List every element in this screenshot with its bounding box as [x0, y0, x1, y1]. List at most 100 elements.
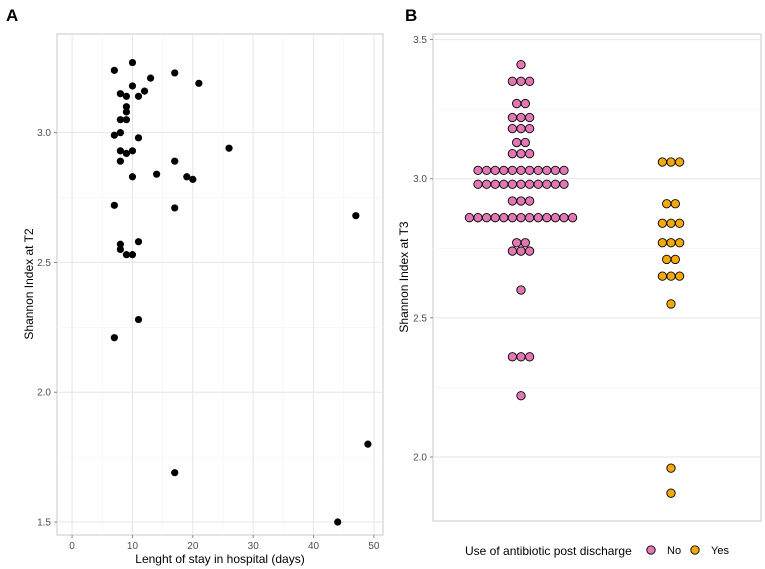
panel-b-dot-no [516, 196, 526, 206]
panel-b-dot-no [559, 213, 569, 223]
panel-b-dot-no [520, 98, 530, 109]
panel-b-dot-no [499, 179, 509, 189]
panel-a-grid [57, 34, 383, 535]
panel-b-y-ticks: 2.0 2.5 3.0 3.5 [413, 35, 433, 463]
panel-b-dot-no [507, 123, 518, 134]
panel-a-point [110, 131, 118, 139]
panel-a-background [56, 33, 384, 536]
panel-b-dot-no [559, 179, 569, 189]
panel-b-dot-no [524, 149, 535, 159]
panel-b-dot-no [542, 213, 552, 223]
panel-b-dot-no [550, 179, 561, 189]
panel-a-point [134, 315, 143, 324]
panel-b-dot-yes [666, 463, 676, 473]
panel-a-point [122, 108, 131, 116]
panel-b-dot-no [524, 179, 535, 189]
panel-a-point [110, 66, 118, 74]
panel-a-point [183, 173, 191, 181]
panel-b-dot-no [507, 165, 518, 176]
panel-b-dot-no [507, 149, 518, 159]
panel-a-point [116, 147, 124, 155]
panel-a-point [116, 245, 124, 254]
panel-b-dot-yes [666, 238, 676, 248]
panel-a-label: A [6, 6, 18, 25]
panel-a-y-tick-label: 3.0 [37, 128, 51, 139]
panel-a-point [122, 149, 131, 158]
panel-a-point [134, 92, 143, 100]
panel-a-points [110, 58, 372, 526]
panel-b-dot-no [524, 123, 535, 134]
panel-b-dot-no [542, 165, 552, 176]
panel-b-dot-no [516, 246, 526, 256]
panel-b-dot-no [524, 165, 535, 176]
panel-b-dot-yes [666, 157, 676, 167]
panel-a-point [116, 90, 124, 98]
panel-a-y-tick-label: 2.0 [37, 388, 51, 399]
panel-a-point [189, 175, 197, 183]
panel-b-dot-no [516, 179, 526, 189]
panel-b-dot-no [507, 179, 518, 189]
panel-a-point [128, 82, 137, 90]
panel-b-dot-yes [666, 488, 676, 498]
panel-a-x-tick-label: 0 [69, 541, 75, 552]
panel-a-x-axis-title: Lenght of stay in hospital (days) [135, 552, 304, 566]
panel-b-grid [433, 39, 761, 458]
panel-b-dot-no [559, 165, 569, 176]
panel-b-dot-no [520, 238, 530, 248]
panel-b-dot-no [542, 179, 552, 189]
panel-b-label: B [405, 6, 417, 25]
panel-b-dot-no [512, 238, 522, 248]
panel-a-point [122, 251, 131, 259]
panel-b-dot-no [481, 165, 492, 176]
panel-a-point [225, 144, 233, 152]
panel-a-point [364, 440, 372, 448]
panel-b-dot-yes [657, 218, 668, 228]
panel-a-x-tick-label: 10 [127, 541, 139, 552]
panel-b-background [432, 33, 762, 522]
panel-a-point [110, 334, 118, 342]
panel-b-dot-no [481, 179, 492, 189]
panel-b-plot: 2.0 2.5 3.0 3.5 Shannon Index at T3 Use of … [397, 33, 762, 558]
panel-b-dot-no [490, 179, 500, 189]
panel-b-dot-no [481, 213, 492, 223]
panel-b-dot-no [516, 165, 526, 176]
panel-a-point [153, 170, 161, 178]
panel-b-dot-yes [657, 271, 668, 281]
panel-a-y-tick-label: 1.5 [37, 518, 51, 529]
panel-b-dot-yes [674, 218, 685, 228]
panel-a-point [128, 173, 137, 181]
panel-b-dot-no [507, 112, 518, 123]
panel-b-dot-no [524, 112, 535, 123]
panel-a-point [171, 469, 179, 477]
legend-swatch-no [646, 545, 656, 555]
panel-b-dot-no [567, 213, 578, 223]
panel-a-y-tick-label: 2.5 [37, 258, 51, 269]
panel-b-dot-yes [657, 238, 668, 248]
panel-a-x-tick-label: 30 [248, 541, 260, 552]
panel-a-point [122, 103, 131, 111]
panel-a-point [116, 240, 124, 248]
panel-a-point [134, 238, 143, 246]
panel-b-dot-no [524, 213, 535, 223]
legend-title: Use of antibiotic post discharge [465, 544, 632, 558]
panel-b-dot-no [516, 149, 526, 159]
panel-b-y-axis-title: Shannon Index at T3 [397, 221, 411, 333]
panel-b-dot-no [524, 246, 535, 256]
panel-a-point [122, 116, 131, 124]
panel-a-x-tick-label: 40 [308, 541, 320, 552]
panel-a-x-ticks: 0 10 20 30 40 50 [69, 535, 380, 552]
panel-b-dot-no [490, 165, 500, 176]
panel-b-dot-yes [666, 218, 676, 228]
panel-b-dot-yes [662, 254, 672, 265]
panel-b-dot-no [512, 98, 522, 109]
legend-label-yes: Yes [711, 545, 729, 557]
panel-a-point [134, 134, 143, 142]
panel-b-dot-no [524, 196, 535, 206]
panel-b-dot-no [550, 213, 561, 223]
panel-a-point [128, 58, 137, 67]
panel-a-point [116, 116, 124, 124]
panel-b-dot-no [516, 76, 526, 86]
panel-b-dot-no [524, 76, 535, 86]
panel-b-dot-no [464, 213, 475, 223]
